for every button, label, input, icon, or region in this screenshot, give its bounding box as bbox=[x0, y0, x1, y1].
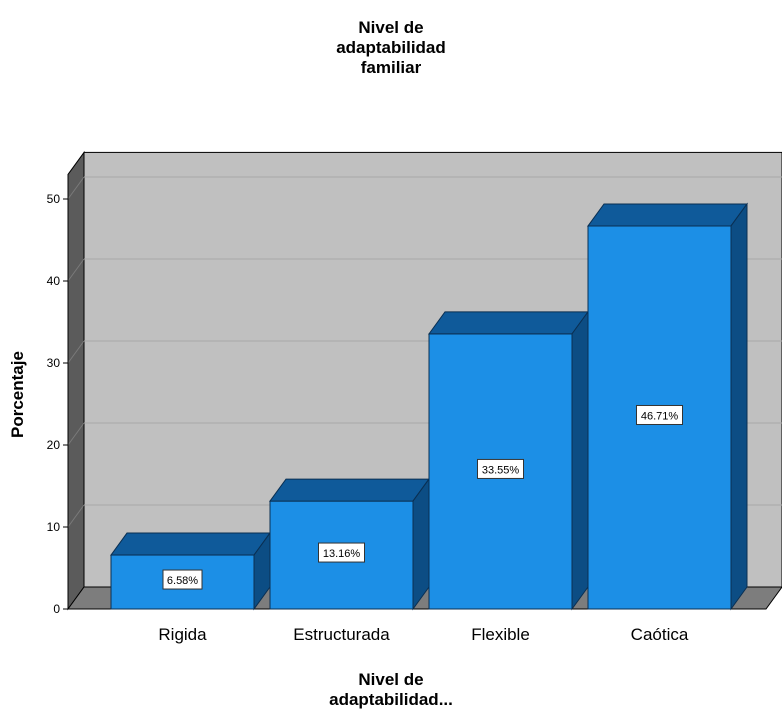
bar-top bbox=[110, 532, 271, 556]
bar-top bbox=[269, 478, 430, 502]
y-axis-title: Porcentaje bbox=[8, 351, 27, 438]
side-wall bbox=[67, 150, 85, 611]
data-label-box bbox=[636, 404, 683, 425]
chart-title-line-1: Nivel de bbox=[358, 18, 424, 37]
bar-top bbox=[587, 203, 748, 227]
x-tick-label: Rigida bbox=[158, 625, 207, 644]
x-tick-label: Caótica bbox=[631, 625, 689, 644]
chart-title-line-2: adaptabilidad bbox=[336, 38, 446, 57]
data-label: 6.58% bbox=[167, 575, 198, 587]
bar-side bbox=[571, 310, 589, 611]
data-label-box bbox=[318, 542, 365, 563]
y-tick-label: 30 bbox=[47, 356, 61, 370]
data-label: 13.16% bbox=[323, 548, 361, 560]
bar-side bbox=[412, 477, 430, 611]
gridline-side bbox=[67, 258, 85, 282]
gridline-side bbox=[67, 340, 85, 364]
x-axis-title-line-2: adaptabilidad... bbox=[329, 690, 453, 709]
y-tick-label: 50 bbox=[47, 192, 61, 206]
x-tick-label: Estructurada bbox=[293, 625, 390, 644]
data-label-box bbox=[162, 569, 203, 590]
bar-top bbox=[428, 311, 589, 335]
gridline-side bbox=[67, 176, 85, 200]
x-axis-title-line-1: Nivel de bbox=[358, 670, 424, 689]
y-tick-label: 0 bbox=[53, 602, 60, 616]
gridline-side bbox=[67, 504, 85, 528]
data-label: 46.71% bbox=[641, 410, 679, 422]
data-label: 33.55% bbox=[482, 464, 520, 476]
chart-title-line-3: familiar bbox=[360, 58, 422, 77]
bar-side bbox=[730, 202, 748, 611]
x-tick-label: Flexible bbox=[471, 625, 530, 644]
y-tick-label: 10 bbox=[47, 520, 61, 534]
data-label-box bbox=[477, 458, 524, 479]
y-tick-label: 20 bbox=[47, 438, 61, 452]
y-tick-label: 40 bbox=[47, 274, 61, 288]
gridline-side bbox=[67, 422, 85, 446]
